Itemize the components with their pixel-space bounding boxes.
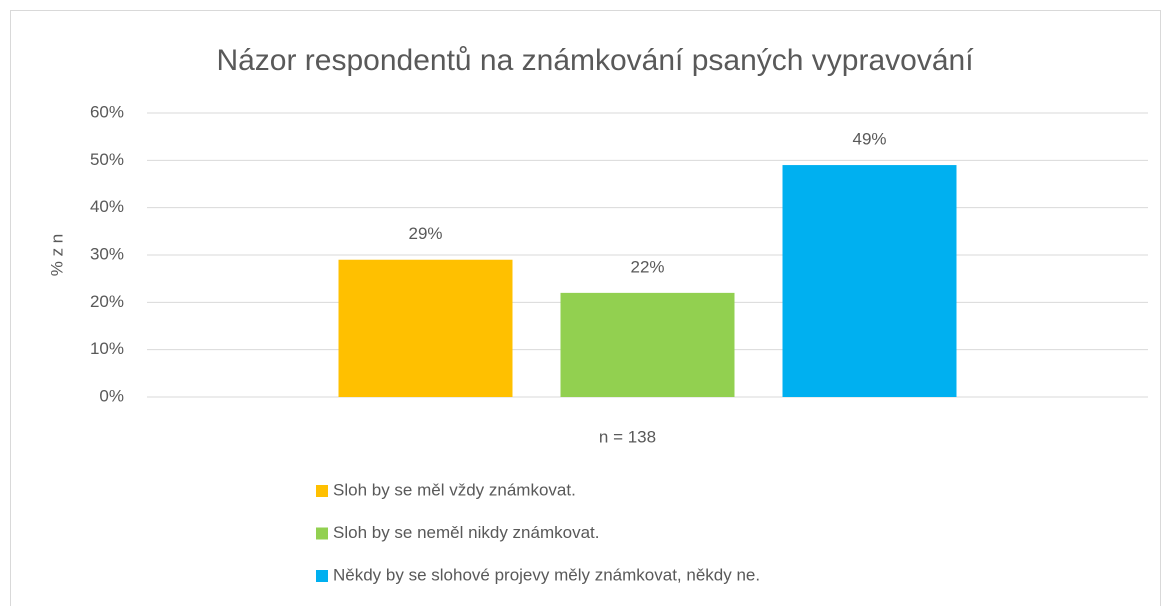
bar [560,292,735,397]
legend-swatch [316,527,328,540]
legend-label: Sloh by se neměl nikdy známkovat. [333,523,599,542]
data-label: 29% [408,224,442,243]
y-axis-label: % z n [47,234,66,277]
legend-swatch [316,570,328,582]
chart-title: Názor respondentů na známkování psaných … [216,44,974,77]
y-tick-label: 50% [90,150,124,169]
x-tick-label: n = 138 [599,427,656,446]
legend-label: Někdy by se slohové projevy měly známkov… [333,565,760,584]
y-tick-label: 10% [90,339,124,358]
y-tick-label: 40% [90,197,124,216]
bar [338,259,513,397]
y-tick-label: 30% [90,244,124,263]
bar [782,165,957,397]
y-tick-label: 0% [99,386,124,405]
legend-label: Sloh by se měl vždy známkovat. [333,480,576,499]
legend-swatch [316,485,328,497]
data-label: 22% [630,257,664,276]
data-label: 49% [852,130,886,149]
y-tick-label: 60% [90,102,124,121]
y-tick-label: 20% [90,292,124,311]
